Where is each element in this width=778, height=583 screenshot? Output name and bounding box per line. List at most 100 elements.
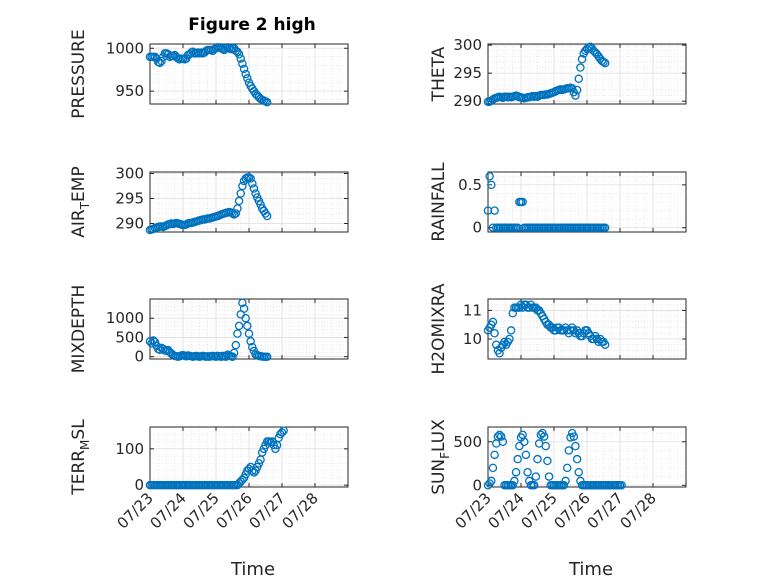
data-point — [600, 340, 610, 349]
data-point — [495, 349, 504, 358]
data-point — [234, 50, 244, 59]
data-point — [277, 428, 287, 437]
data-point — [529, 481, 539, 490]
y-tick-label: 10 — [463, 330, 482, 348]
x-tick-label: 07/25 — [180, 489, 223, 532]
y-axis-label: MIXDEPTH — [69, 285, 89, 374]
figure-title: Figure 2 high — [188, 15, 316, 35]
subplot-0: 950 1000 PRESSURE — [69, 29, 349, 119]
data-point — [490, 206, 499, 215]
y-tick-label: 11 — [463, 301, 482, 319]
data-point — [485, 172, 494, 181]
x-tick-label: 07/24 — [147, 489, 190, 532]
data-point — [544, 472, 554, 481]
data-point — [562, 463, 572, 473]
data-point — [571, 441, 580, 451]
data-point — [567, 84, 577, 93]
series-markers — [483, 428, 626, 490]
series-markers — [483, 42, 610, 107]
x-tick-label: 07/28 — [279, 489, 322, 532]
data-point — [600, 58, 610, 68]
series-markers — [145, 43, 272, 107]
series-markers — [145, 298, 272, 361]
data-point — [248, 179, 257, 188]
x-tick-label: 07/23 — [114, 489, 157, 532]
data-point — [251, 189, 260, 198]
data-point — [505, 334, 514, 344]
y-tick-label: 500 — [453, 433, 482, 451]
x-tick-label: 07/28 — [617, 489, 660, 532]
data-point — [559, 481, 569, 490]
data-point — [239, 304, 249, 313]
y-tick-label: 1000 — [106, 309, 144, 327]
data-point — [145, 337, 155, 346]
data-point — [508, 481, 517, 490]
subplot-2: 290 295 300 AIRTEMP — [69, 165, 349, 238]
data-point — [571, 91, 580, 100]
series-markers — [145, 426, 288, 490]
y-axis-label: TERRMSL — [69, 419, 92, 496]
y-tick-label: 0 — [134, 476, 144, 494]
x-axis-label: Time — [230, 559, 275, 580]
data-point — [241, 69, 250, 79]
data-point — [238, 59, 247, 68]
data-point — [600, 223, 610, 232]
y-tick-label: 100 — [115, 440, 144, 458]
data-point — [518, 197, 527, 207]
data-point — [229, 348, 239, 358]
data-point — [523, 467, 532, 477]
data-point — [513, 454, 522, 464]
data-point — [236, 54, 245, 63]
y-tick-label: 295 — [453, 64, 482, 82]
x-tick-label: 07/26 — [213, 489, 256, 532]
y-axis-label: THETA — [429, 46, 449, 102]
data-point — [506, 326, 516, 335]
y-axis-label: PRESSURE — [69, 29, 89, 118]
subplot-3: 0 0.5 RAINFALL — [429, 162, 687, 242]
data-point — [262, 352, 272, 361]
y-tick-label: 0 — [472, 219, 482, 237]
data-point — [238, 181, 247, 191]
data-point — [599, 57, 608, 67]
data-point — [543, 456, 552, 466]
data-point — [231, 340, 241, 350]
x-tick-label: 07/26 — [551, 489, 594, 532]
y-tick-label: 290 — [453, 92, 482, 110]
data-point — [510, 476, 519, 486]
data-point — [520, 437, 529, 447]
data-point — [238, 298, 247, 308]
data-point — [239, 64, 249, 74]
x-tick-label: 07/27 — [584, 489, 627, 532]
data-point — [531, 472, 541, 481]
data-point — [539, 432, 549, 441]
y-tick-label: 0.5 — [458, 176, 482, 194]
data-point — [241, 313, 250, 323]
data-point — [490, 450, 499, 460]
series-markers — [483, 300, 610, 358]
data-point — [488, 317, 498, 327]
subplot-5: 10 11 H2OMIXRA — [429, 283, 687, 375]
data-point — [157, 56, 166, 66]
data-point — [246, 174, 255, 183]
data-point — [561, 476, 570, 486]
y-tick-label: 295 — [115, 190, 144, 208]
data-point — [577, 54, 587, 64]
x-tick-label: 07/23 — [452, 489, 495, 532]
data-point — [234, 321, 244, 331]
y-tick-label: 0 — [472, 476, 482, 494]
series-markers — [483, 172, 610, 232]
data-point — [150, 337, 160, 347]
data-point — [487, 180, 496, 190]
x-tick-label: 07/25 — [518, 489, 561, 532]
data-point — [262, 98, 272, 107]
x-axis-label: Time — [568, 559, 613, 580]
y-tick-label: 1000 — [106, 39, 144, 57]
data-point — [521, 450, 531, 460]
data-point — [541, 441, 551, 451]
data-point — [564, 446, 574, 455]
y-axis-label: RAINFALL — [429, 162, 449, 242]
